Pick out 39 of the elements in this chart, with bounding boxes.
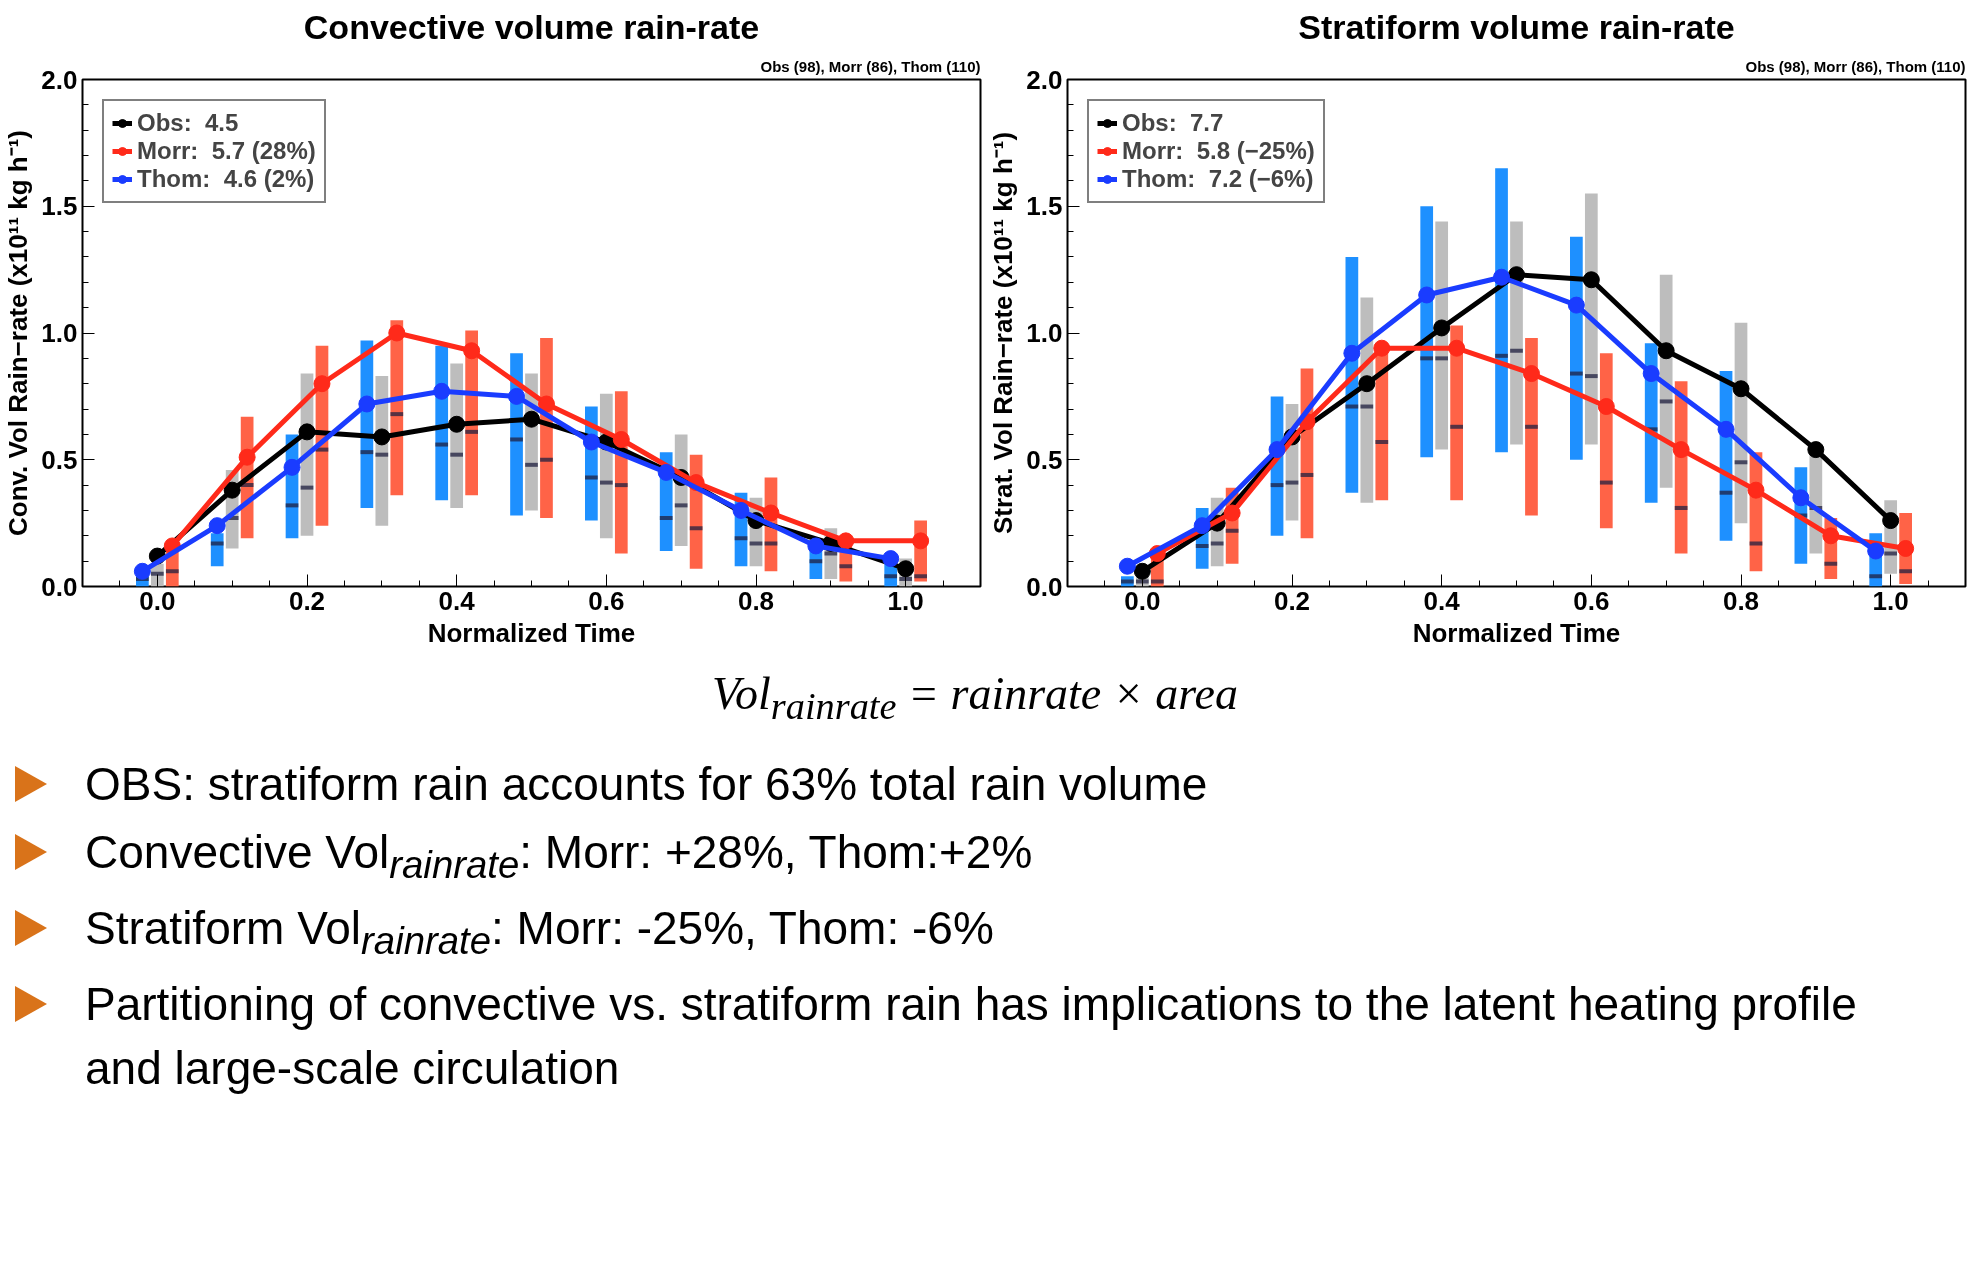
x-tick-label: 0.0	[1124, 585, 1161, 616]
x-tick-label: 0.4	[1423, 585, 1461, 616]
text: Convective Vol$_{rainrate}$: Morr: +28%, Thom:+2%	[85, 825, 1033, 889]
y-tick-label: 1.5	[1026, 191, 1063, 222]
x-tick-label: 1.0	[887, 585, 924, 616]
x-tick-label: 1.0	[1872, 585, 1909, 616]
chart-title: Stratiform volume rain-rate	[1298, 7, 1735, 46]
y-tick-label: 0.5	[41, 444, 78, 475]
x-axis-title: Normalized Time	[1412, 617, 1621, 648]
y-tick-label: 1.5	[41, 191, 78, 222]
y-tick-label: 1.0	[41, 318, 78, 348]
text: Obs (98), Morr (86), Thom (110)	[760, 57, 981, 75]
legend-label: Morr: 5.8 (−25%)	[1122, 137, 1315, 165]
x-tick-label: 0.8	[1722, 585, 1760, 616]
text: Obs (98), Morr (86), Thom (110)	[1745, 57, 1966, 75]
legend-label: Obs: 4.5	[137, 109, 239, 137]
x-tick-label: 0.0	[139, 585, 176, 616]
legend-label: Thom: 7.2 (−6%)	[1122, 165, 1314, 193]
text: Vol$_{rainrate}$ = rainrate × area	[711, 667, 1239, 730]
x-tick-label: 0.2	[288, 585, 326, 616]
legend-label: Obs: 7.7	[1122, 109, 1224, 137]
chart-title: Convective volume rain-rate	[303, 7, 760, 46]
text: Partitioning of convective vs. stratiform rain has implications to the latent heating profile and large-scale circulation	[85, 977, 1858, 1097]
x-tick-label: 0.6	[588, 585, 625, 616]
x-tick-label: 0.2	[1273, 585, 1311, 616]
text: OBS: stratiform rain accounts for 63% total rain volume	[85, 756, 1208, 812]
y-axis-title: Conv. Vol Rain−rate (x10¹¹ kg h⁻¹)	[3, 129, 34, 537]
y-tick-label: 1.0	[1026, 318, 1063, 348]
x-tick-label: 0.8	[737, 585, 775, 616]
x-tick-label: 0.6	[1573, 585, 1610, 616]
text: Stratiform Vol$_{rainrate}$: Morr: -25%, Thom: -6%	[85, 901, 994, 965]
legend-label: Morr: 5.7 (28%)	[137, 137, 316, 165]
x-axis-title: Normalized Time	[427, 617, 636, 648]
y-tick-label: 2.0	[41, 64, 78, 95]
legend-label: Thom: 4.6 (2%)	[137, 165, 315, 193]
x-tick-label: 0.4	[438, 585, 476, 616]
y-axis-title: Strat. Vol Rain−rate (x10¹¹ kg h⁻¹)	[988, 131, 1019, 535]
y-tick-label: 2.0	[1026, 64, 1063, 95]
y-tick-label: 0.5	[1026, 444, 1063, 475]
